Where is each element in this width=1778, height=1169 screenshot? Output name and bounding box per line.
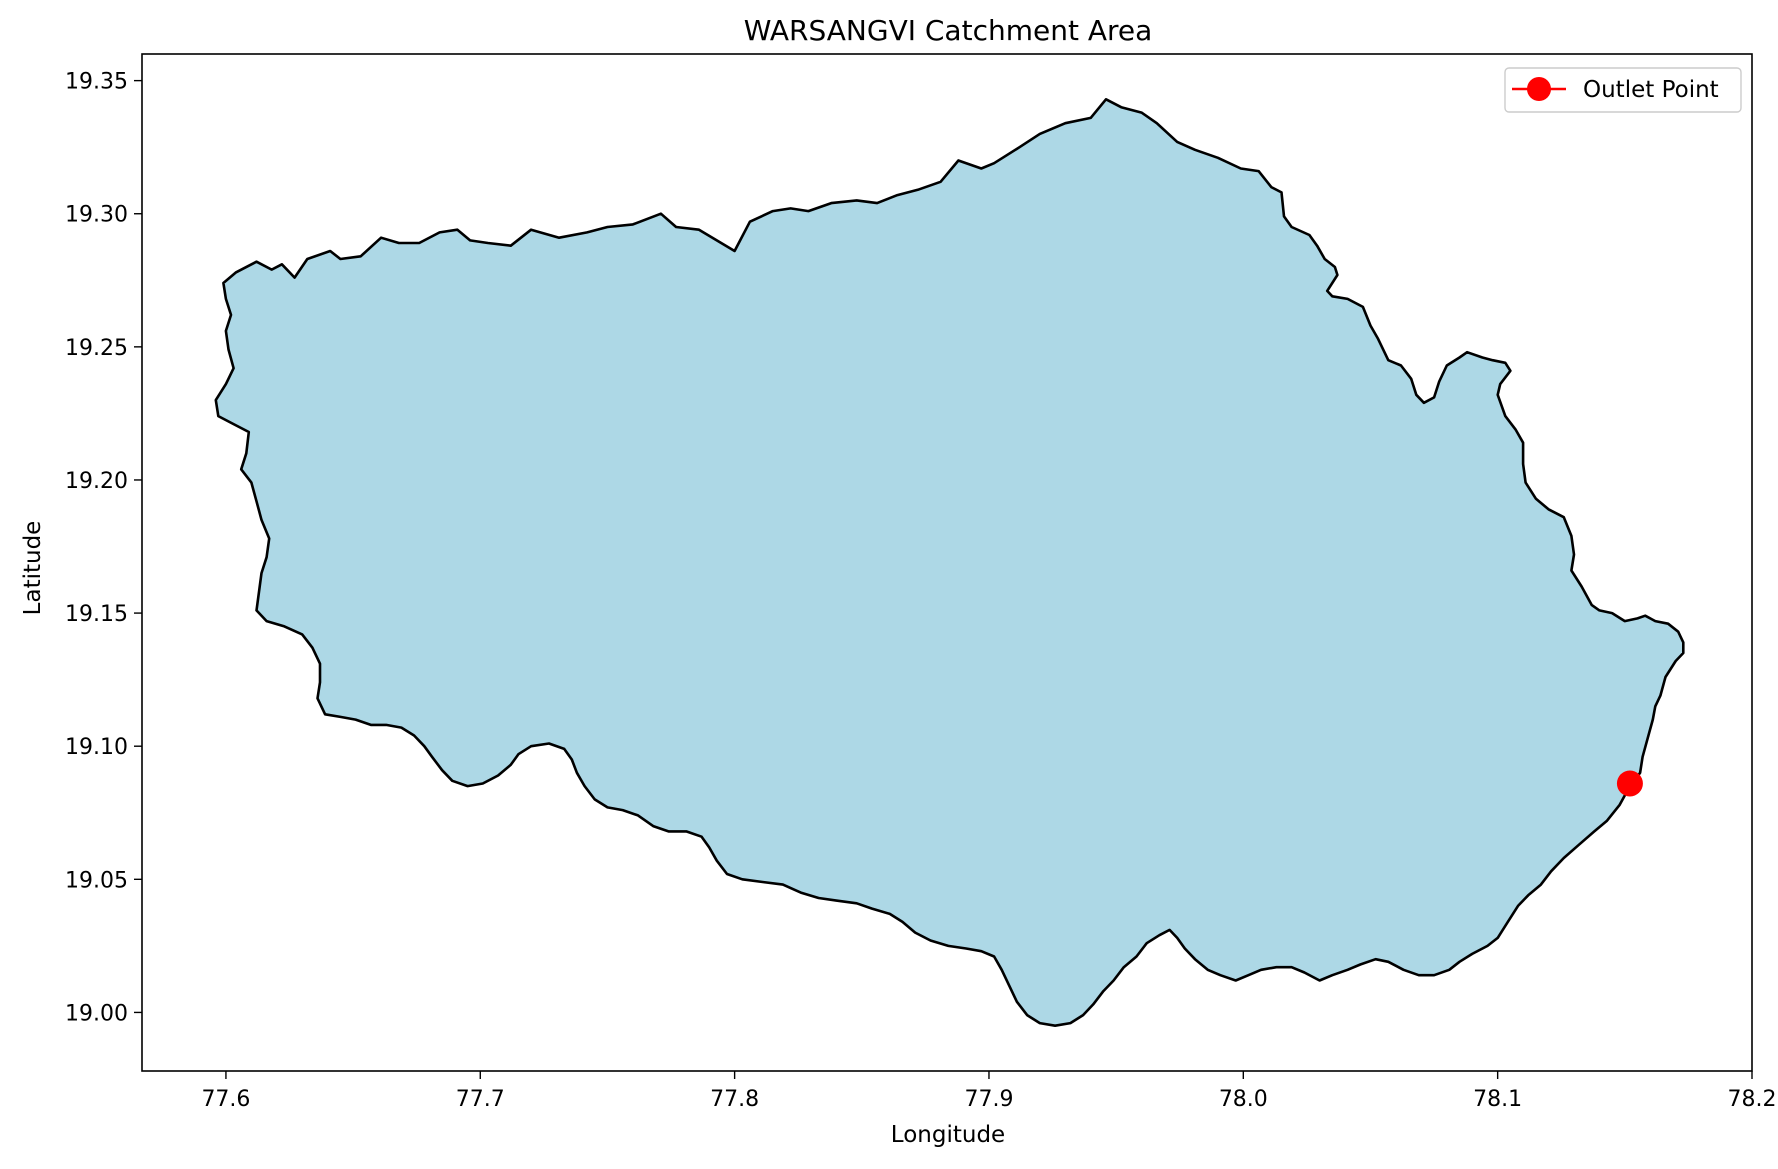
legend-marker <box>1527 77 1551 101</box>
x-tick-label: 77.6 <box>201 1087 250 1112</box>
catchment-polygon <box>214 98 1685 1027</box>
y-tick-label: 19.05 <box>65 868 128 893</box>
y-tick-label: 19.00 <box>65 1001 128 1026</box>
x-tick-label: 77.7 <box>456 1087 505 1112</box>
chart-title: WARSANGVI Catchment Area <box>744 14 1153 47</box>
y-tick-label: 19.10 <box>65 735 128 760</box>
y-tick-label: 19.25 <box>65 336 128 361</box>
x-tick-label: 77.8 <box>710 1087 759 1112</box>
marker-layer <box>1616 770 1643 797</box>
x-tick-label: 78.2 <box>1728 1087 1777 1112</box>
catchment-layer <box>214 98 1685 1027</box>
plot-frame <box>141 53 1753 1072</box>
x-tick-label: 78.0 <box>1219 1087 1268 1112</box>
y-tick-label: 19.20 <box>65 469 128 494</box>
y-tick-label: 19.30 <box>65 203 128 228</box>
outlet-point-marker <box>1616 770 1643 797</box>
y-tick-label: 19.15 <box>65 602 128 627</box>
x-tick-label: 78.1 <box>1473 1087 1522 1112</box>
y-tick-label: 19.35 <box>65 70 128 95</box>
y-axis-ticks: 19.00 19.05 19.10 19.15 19.20 19.25 19.30 19.35 <box>65 70 142 1026</box>
x-axis-label: Longitude <box>891 1122 1005 1148</box>
legend: Outlet Point <box>1504 67 1742 113</box>
x-tick-label: 77.9 <box>964 1087 1013 1112</box>
legend-box <box>1504 67 1742 113</box>
legend-label: Outlet Point <box>1583 77 1719 103</box>
x-axis-ticks: 77.6 77.7 77.8 77.9 78.0 78.1 78.2 <box>201 1071 1776 1112</box>
y-axis-label: Latitude <box>20 521 46 616</box>
